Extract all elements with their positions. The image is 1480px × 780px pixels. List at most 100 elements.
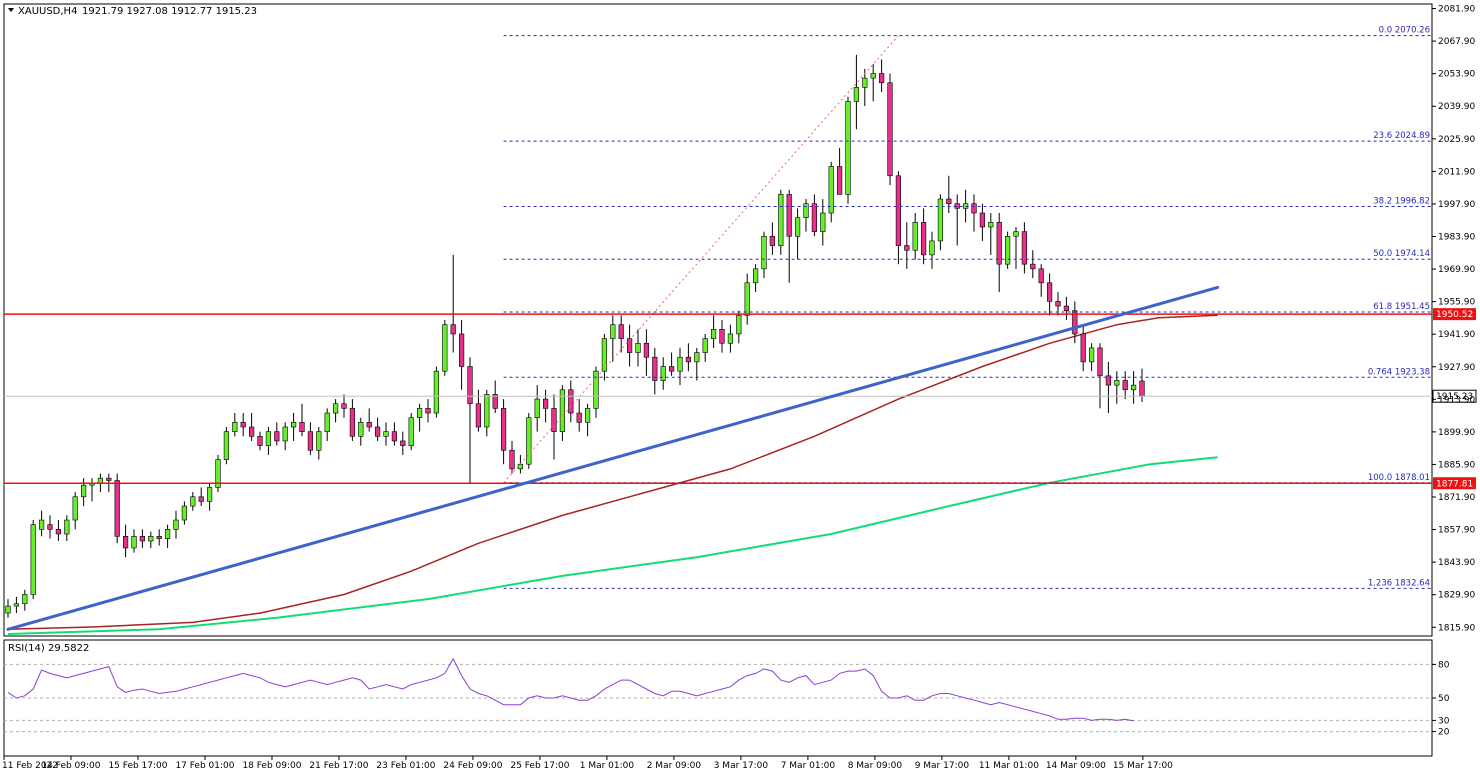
bearish-candle[interactable] xyxy=(509,449,515,470)
bullish-candle[interactable] xyxy=(332,403,339,414)
bearish-candle[interactable] xyxy=(668,366,675,372)
bullish-candle[interactable] xyxy=(828,166,834,214)
bullish-candle[interactable] xyxy=(97,477,104,484)
bearish-candle[interactable] xyxy=(685,356,692,363)
bearish-candle[interactable] xyxy=(391,431,398,442)
bullish-candle[interactable] xyxy=(5,605,11,614)
bullish-candle[interactable] xyxy=(80,484,87,498)
bearish-candle[interactable] xyxy=(836,166,843,195)
bullish-candle[interactable] xyxy=(727,333,734,344)
bullish-candle[interactable] xyxy=(803,203,809,218)
bullish-candle[interactable] xyxy=(752,268,759,284)
bullish-candle[interactable] xyxy=(290,422,297,428)
bullish-candle[interactable] xyxy=(1004,235,1011,265)
bullish-candle[interactable] xyxy=(206,487,213,502)
bearish-candle[interactable] xyxy=(1072,310,1078,335)
bearish-candle[interactable] xyxy=(400,440,406,446)
bullish-candle[interactable] xyxy=(862,77,868,88)
bullish-candle[interactable] xyxy=(635,342,641,353)
bearish-candle[interactable] xyxy=(979,212,986,228)
bullish-candle[interactable] xyxy=(215,459,221,488)
bullish-candle[interactable] xyxy=(181,505,188,521)
bearish-candle[interactable] xyxy=(450,324,456,335)
bearish-candle[interactable] xyxy=(240,422,246,428)
bullish-candle[interactable] xyxy=(265,431,272,446)
bearish-candle[interactable] xyxy=(1063,305,1070,311)
bearish-candle[interactable] xyxy=(500,408,507,451)
bearish-candle[interactable] xyxy=(946,198,952,205)
bullish-candle[interactable] xyxy=(794,217,801,237)
bearish-candle[interactable] xyxy=(996,222,1002,265)
bearish-candle[interactable] xyxy=(492,394,498,409)
bearish-candle[interactable] xyxy=(299,422,305,432)
bullish-candle[interactable] xyxy=(559,389,566,432)
bullish-candle[interactable] xyxy=(937,198,944,242)
bearish-candle[interactable] xyxy=(652,356,658,381)
bullish-candle[interactable] xyxy=(22,594,28,605)
bullish-candle[interactable] xyxy=(929,240,935,256)
bullish-candle[interactable] xyxy=(383,431,389,437)
bearish-candle[interactable] xyxy=(374,426,381,437)
bearish-candle[interactable] xyxy=(257,435,263,446)
bearish-candle[interactable] xyxy=(971,203,977,214)
bullish-candle[interactable] xyxy=(610,324,616,339)
bearish-candle[interactable] xyxy=(887,82,893,177)
bullish-candle[interactable] xyxy=(13,603,20,607)
bearish-candle[interactable] xyxy=(719,329,725,344)
bearish-candle[interactable] xyxy=(786,194,792,237)
bullish-candle[interactable] xyxy=(744,282,750,316)
bearish-candle[interactable] xyxy=(475,403,482,428)
bearish-candle[interactable] xyxy=(542,398,549,409)
bullish-candle[interactable] xyxy=(64,519,70,535)
bullish-candle[interactable] xyxy=(1114,380,1120,386)
bullish-candle[interactable] xyxy=(761,235,767,270)
bullish-candle[interactable] xyxy=(845,101,851,195)
bullish-candle[interactable] xyxy=(736,315,742,335)
bearish-candle[interactable] xyxy=(1038,268,1044,284)
bullish-candle[interactable] xyxy=(232,422,238,432)
bearish-candle[interactable] xyxy=(769,235,776,246)
bullish-candle[interactable] xyxy=(282,426,288,442)
bearish-candle[interactable] xyxy=(811,203,818,232)
bearish-candle[interactable] xyxy=(47,524,53,530)
bearish-candle[interactable] xyxy=(106,477,112,481)
bullish-candle[interactable] xyxy=(148,536,154,542)
bearish-candle[interactable] xyxy=(895,175,902,246)
bullish-candle[interactable] xyxy=(517,463,524,470)
bearish-candle[interactable] xyxy=(467,366,473,405)
bearish-candle[interactable] xyxy=(618,324,624,339)
bearish-candle[interactable] xyxy=(425,408,431,414)
bearish-candle[interactable] xyxy=(139,536,146,542)
bullish-candle[interactable] xyxy=(223,431,230,460)
bullish-candle[interactable] xyxy=(38,519,45,530)
bullish-candle[interactable] xyxy=(677,356,683,372)
bearish-candle[interactable] xyxy=(55,529,62,535)
bearish-candle[interactable] xyxy=(1030,263,1036,270)
bullish-candle[interactable] xyxy=(870,73,876,79)
bullish-candle[interactable] xyxy=(131,536,137,549)
bearish-candle[interactable] xyxy=(1139,380,1145,397)
bearish-candle[interactable] xyxy=(904,245,910,251)
bullish-candle[interactable] xyxy=(1013,231,1019,237)
bearish-candle[interactable] xyxy=(568,389,574,414)
bullish-candle[interactable] xyxy=(316,431,322,451)
bearish-candle[interactable] xyxy=(248,426,255,437)
candles-layer[interactable] xyxy=(5,54,1145,618)
bullish-candle[interactable] xyxy=(416,408,423,418)
bearish-candle[interactable] xyxy=(198,496,204,502)
bearish-candle[interactable] xyxy=(156,536,162,539)
bullish-candle[interactable] xyxy=(912,222,918,251)
bearish-candle[interactable] xyxy=(1097,347,1103,377)
bullish-candle[interactable] xyxy=(164,529,171,539)
bearish-candle[interactable] xyxy=(1122,380,1128,391)
bearish-candle[interactable] xyxy=(1046,282,1053,302)
bearish-candle[interactable] xyxy=(626,338,633,353)
bearish-candle[interactable] xyxy=(1021,231,1028,265)
bearish-candle[interactable] xyxy=(349,408,356,437)
bearish-candle[interactable] xyxy=(307,431,314,451)
bearish-candle[interactable] xyxy=(576,412,582,423)
bullish-candle[interactable] xyxy=(584,408,591,423)
bullish-candle[interactable] xyxy=(324,412,330,432)
